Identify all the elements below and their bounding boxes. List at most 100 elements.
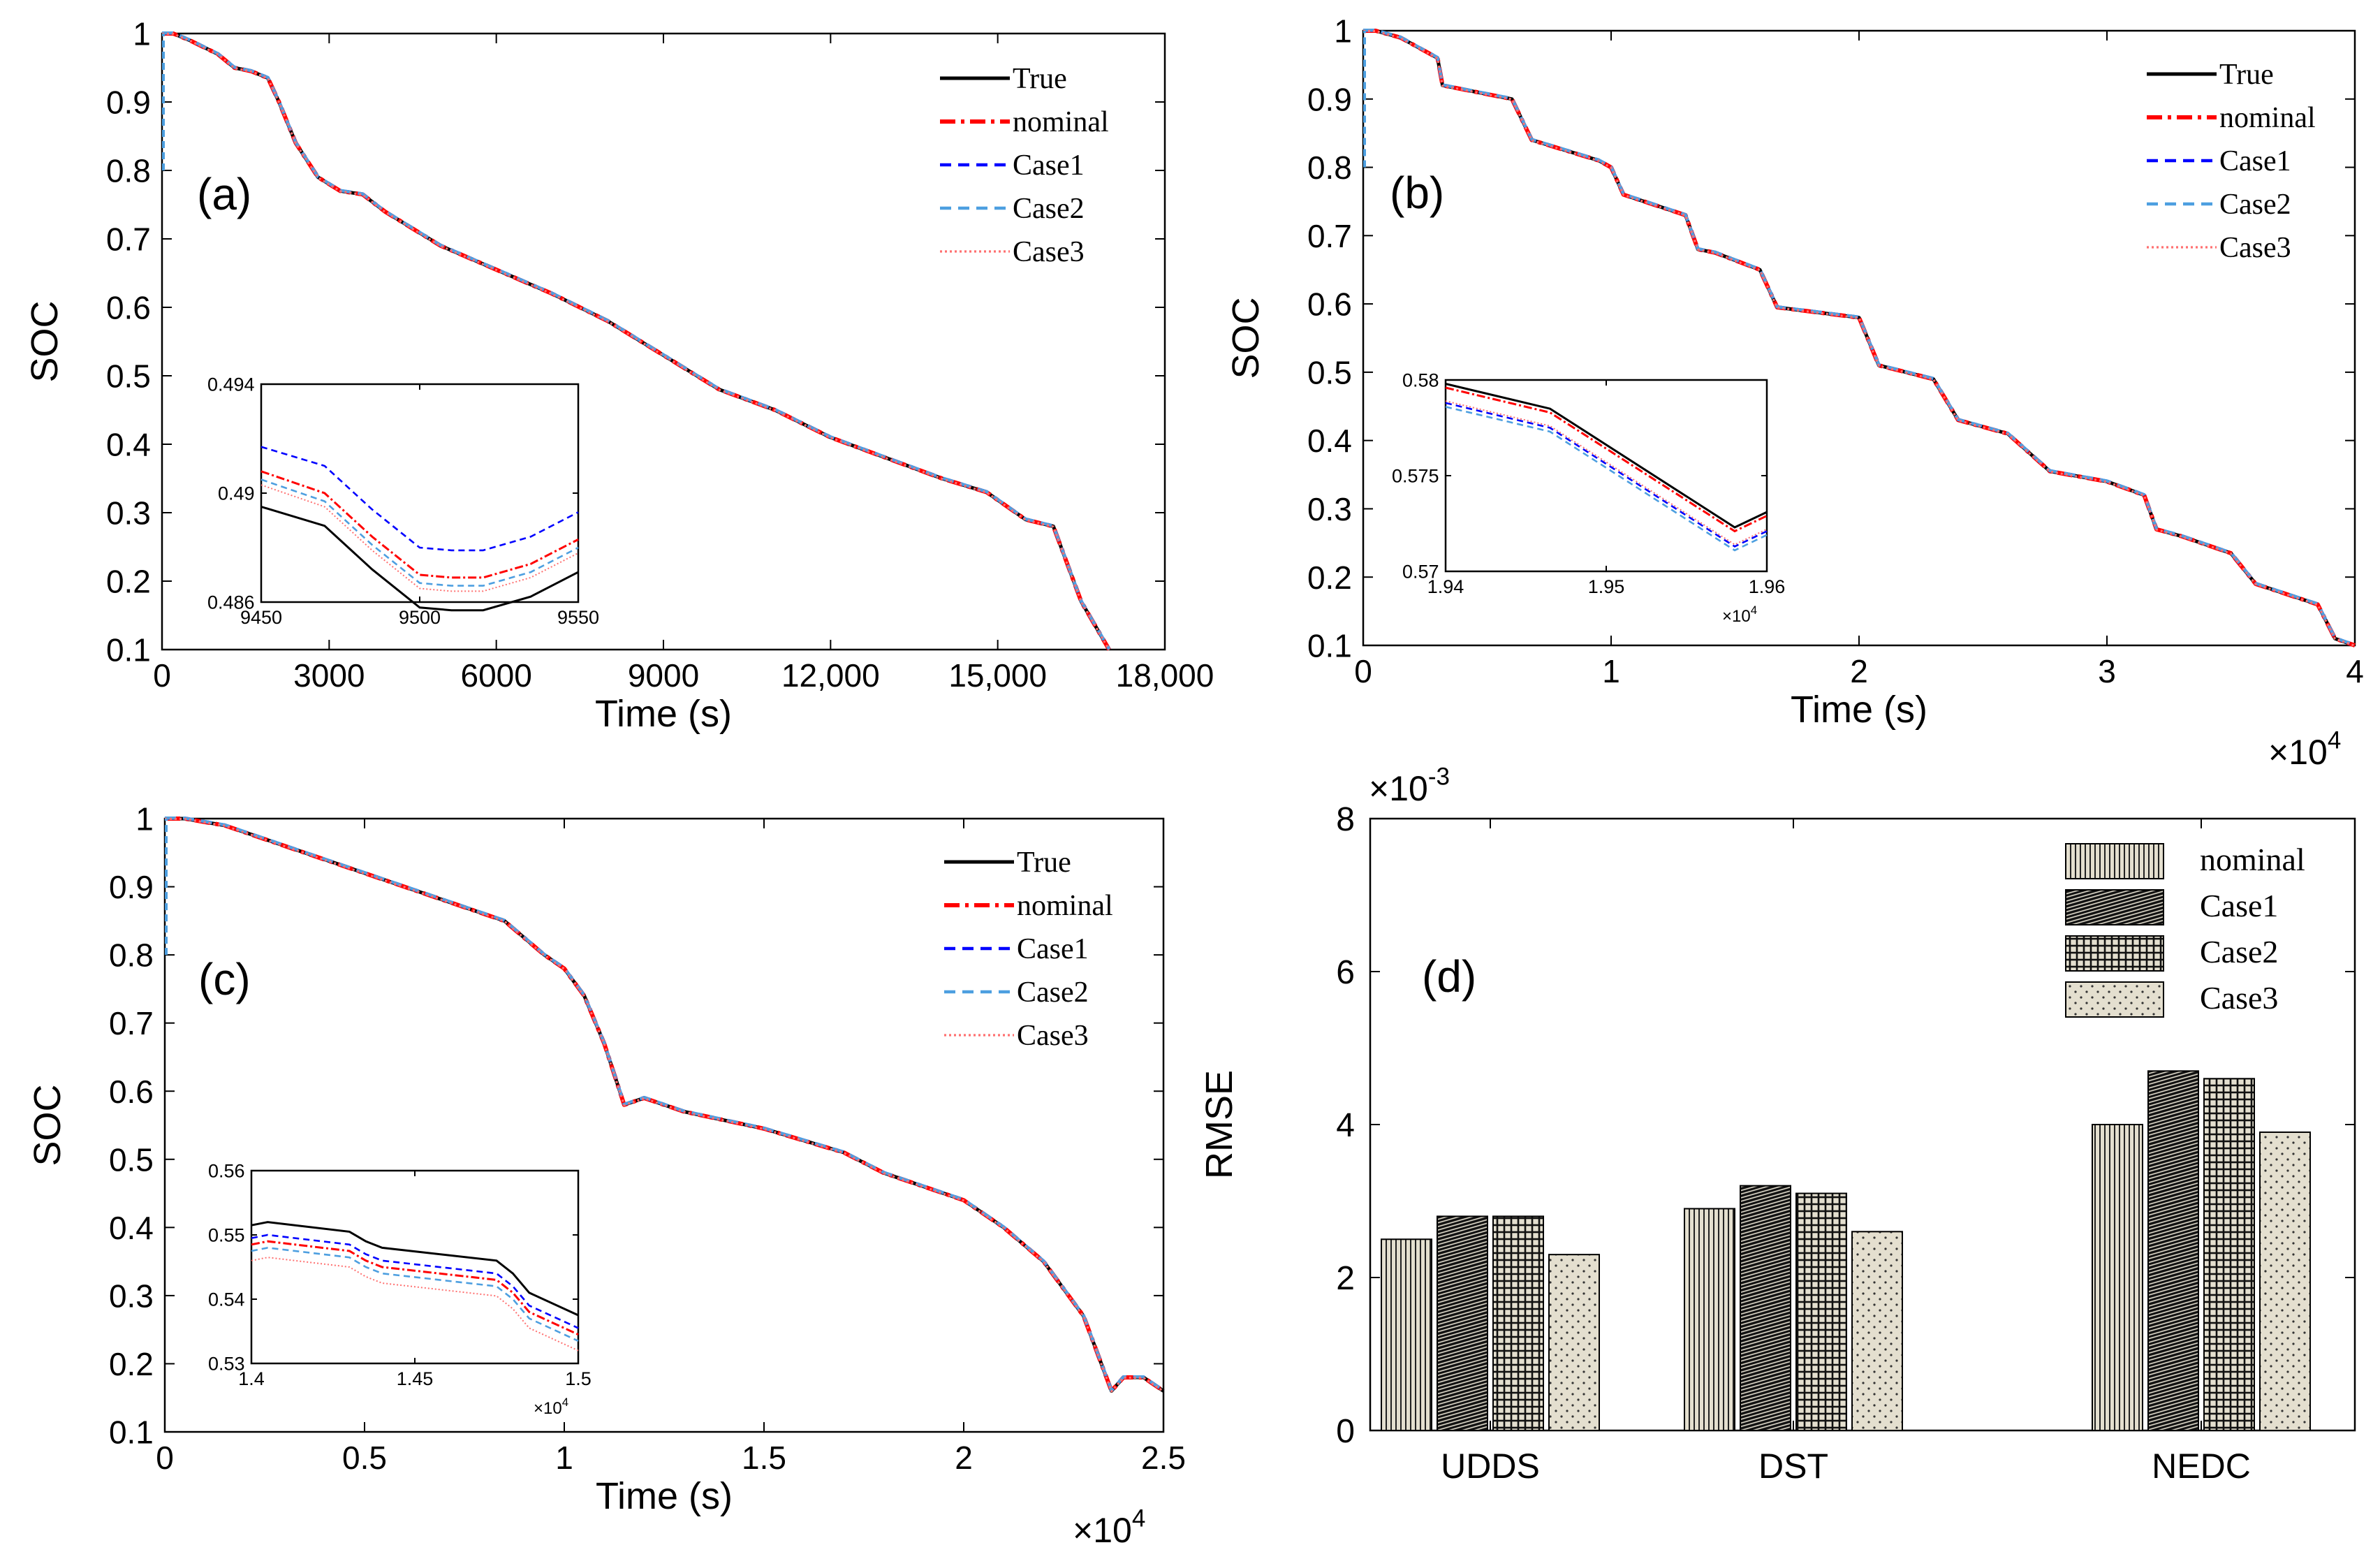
panel-label: (c) <box>198 954 251 1004</box>
bar-case2-nedc <box>2203 1078 2255 1432</box>
panel-label: (b) <box>1390 168 1444 218</box>
bar-case2-udds <box>1492 1215 1544 1432</box>
axis-xtick-label: 3000 <box>293 657 365 694</box>
x-axis-label: Time (s) <box>1791 689 1927 731</box>
axis-xtick-label: 2 <box>955 1440 973 1476</box>
axis-ytick-label: 0.1 <box>1307 628 1352 664</box>
inset: 1.4 1.45 1.5 0.53 0.54 0.55 0.56 ×104 <box>208 1161 592 1418</box>
legend-label-true: True <box>2219 59 2274 91</box>
bar-case3-udds <box>1548 1254 1600 1432</box>
panel-a: 0 3000 6000 9000 12,000 15,000 18,000 0.1 0.2 0.3… <box>24 16 1214 735</box>
axis-ytick-label: 0.4 <box>106 427 151 463</box>
legend-swatch-case1 <box>2065 889 2164 925</box>
axis-ytick-label: 0.2 <box>1307 559 1352 596</box>
x-axis-label: Time (s) <box>595 693 732 735</box>
axis-ytick-label: 0.8 <box>1307 149 1352 186</box>
inset-bg <box>261 384 578 602</box>
axis-xtick-label: 0 <box>153 657 171 694</box>
bar-nominal-nedc <box>2092 1124 2143 1431</box>
legend-label-case1: Case1 <box>1017 933 1089 965</box>
axis-ytick-label: 1 <box>1334 13 1352 50</box>
inset-xtick-label: 9500 <box>399 607 441 628</box>
legend: True nominal Case1 Case2 Case3 <box>940 63 1109 268</box>
bar-case3-dst <box>1851 1231 1903 1432</box>
legend-label-true: True <box>1017 847 1071 879</box>
axis-xtick-label: 1.5 <box>742 1440 786 1476</box>
axis-ytick-label: 0.3 <box>109 1278 154 1314</box>
inset-bg <box>1446 380 1767 571</box>
axis-ytick-label: 0.8 <box>109 937 154 974</box>
axis-xtick-label: 2 <box>1850 653 1868 689</box>
category-label-nedc: NEDC <box>2152 1447 2251 1486</box>
axis-ytick-label: 0.6 <box>1307 286 1352 323</box>
legend-label-case1: Case1 <box>2200 888 2278 923</box>
legend-label-case3: Case3 <box>1013 236 1085 268</box>
panel-c: 0 0.5 1 1.5 2 2.5 0.1 0.2 0.3 0.4 0.5 0.6 0.7 0.8 0.9 1… <box>27 801 1186 1550</box>
inset-xtick-label: 1.5 <box>565 1368 592 1389</box>
legend-label-nominal: nominal <box>2219 102 2316 134</box>
axis-xtick-label: 15,000 <box>948 657 1047 694</box>
axis-ytick-label: 1 <box>133 16 151 52</box>
inset-line-case3 <box>1445 400 1768 546</box>
inset-line-case2 <box>251 1247 579 1342</box>
inset-line-case1 <box>1445 402 1768 548</box>
axis-xtick-label: 4 <box>2346 653 2364 689</box>
y-axis-label: SOC <box>27 1084 68 1166</box>
axis-ytick-label: 0.1 <box>109 1414 154 1451</box>
axis-ytick-label: 0.4 <box>109 1210 154 1246</box>
series-line-case2 <box>165 817 1165 1392</box>
axis-xtick-label: 3 <box>2098 653 2116 689</box>
axis-xtick-label: 0 <box>156 1440 174 1476</box>
legend-label-true: True <box>1013 63 1067 95</box>
legend: nominal Case1 Case2 Case3 <box>2065 842 2305 1018</box>
axis-ytick-label: 8 <box>1336 801 1355 838</box>
legend-label-case2: Case2 <box>2219 189 2291 221</box>
inset-line-case2 <box>1445 406 1768 552</box>
axis-ytick-label: 0.9 <box>106 85 151 121</box>
y-axis-label: SOC <box>1225 297 1267 379</box>
inset-line-case1 <box>251 1234 579 1329</box>
axis-xtick-label: 9000 <box>628 657 699 694</box>
inset-xtick-label: 1.45 <box>397 1368 434 1389</box>
axis-frame <box>163 817 1165 1433</box>
axis-ytick-label: 0.4 <box>1307 423 1352 459</box>
inset-ytick-label: 0.49 <box>218 483 255 504</box>
axis-xtick-label: 0 <box>1354 653 1372 689</box>
inset-line-nominal <box>251 1240 579 1335</box>
inset-ytick-label: 0.54 <box>208 1289 245 1310</box>
inset-xtick-label: 1.96 <box>1749 576 1786 597</box>
inset-ytick-label: 0.53 <box>208 1354 245 1375</box>
legend-label-nominal: nominal <box>1017 890 1113 922</box>
bar-case2-dst <box>1795 1192 1847 1432</box>
y-axis-label: RMSE <box>1198 1070 1240 1179</box>
inset-ytick-label: 0.57 <box>1402 562 1439 583</box>
axis-xtick-label: 1 <box>1602 653 1620 689</box>
axis-ytick-label: 0.5 <box>109 1141 154 1178</box>
axis-ytick-label: 0 <box>1336 1413 1355 1450</box>
inset-ytick-label: 0.55 <box>208 1225 245 1246</box>
inset-xtick-label: 9550 <box>557 607 599 628</box>
inset-xtick-label: 1.95 <box>1588 576 1625 597</box>
axis-ytick-label: 0.9 <box>109 869 154 905</box>
legend-label-case3: Case3 <box>2219 232 2291 264</box>
legend-label-nominal: nominal <box>1013 106 1109 138</box>
axis-ytick-label: 0.3 <box>106 495 151 532</box>
axis-ytick-label: 0.5 <box>106 358 151 395</box>
x-multiplier: ×104 <box>1073 1505 1145 1551</box>
axis-ytick-label: 2 <box>1336 1260 1355 1297</box>
axis-ytick-label: 0.7 <box>1307 218 1352 254</box>
inset-x-multiplier: ×104 <box>1722 603 1757 626</box>
bar-case1-dst <box>1740 1185 1791 1431</box>
axis-xtick-label: 6000 <box>460 657 531 694</box>
legend: True nominal Case1 Case2 Case3 <box>944 847 1113 1052</box>
x-multiplier: ×104 <box>2268 727 2341 773</box>
axis-ytick-label: 0.8 <box>106 153 151 189</box>
axis-ytick-label: 6 <box>1336 954 1355 991</box>
axis-xtick-label: 18,000 <box>1116 657 1214 694</box>
legend-swatch-case3 <box>2065 981 2164 1018</box>
inset-bg <box>251 1171 578 1363</box>
axis-ytick-label: 1 <box>135 801 154 837</box>
inset-line-true <box>1445 383 1768 529</box>
axis-ytick-label: 4 <box>1336 1107 1355 1144</box>
series-line-case3 <box>1363 29 2356 647</box>
